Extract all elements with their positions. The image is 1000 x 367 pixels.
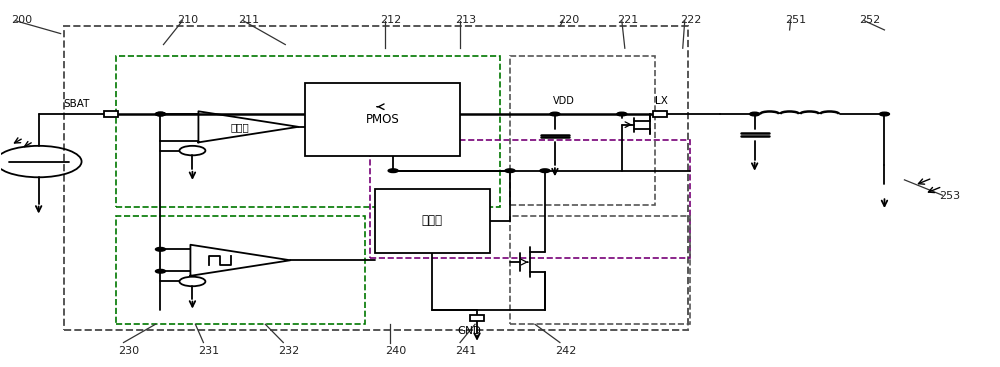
Circle shape bbox=[750, 112, 760, 116]
Text: 211: 211 bbox=[238, 15, 259, 25]
Bar bbox=[510, 217, 690, 324]
Bar bbox=[305, 83, 460, 156]
Text: 252: 252 bbox=[860, 15, 881, 25]
Text: 242: 242 bbox=[555, 346, 576, 356]
Text: 213: 213 bbox=[455, 15, 476, 25]
Text: 222: 222 bbox=[680, 15, 701, 25]
Text: 241: 241 bbox=[455, 346, 476, 356]
Circle shape bbox=[550, 112, 560, 116]
Circle shape bbox=[155, 247, 165, 251]
Bar bbox=[104, 112, 118, 117]
Circle shape bbox=[155, 269, 165, 273]
Bar bbox=[470, 316, 484, 321]
Text: 212: 212 bbox=[380, 15, 401, 25]
Bar bbox=[116, 217, 365, 324]
Bar bbox=[375, 189, 490, 253]
Text: 221: 221 bbox=[617, 15, 638, 25]
Circle shape bbox=[155, 112, 165, 116]
Circle shape bbox=[540, 169, 550, 172]
Text: 210: 210 bbox=[177, 15, 199, 25]
Text: 230: 230 bbox=[119, 346, 140, 356]
Text: VDD: VDD bbox=[553, 96, 575, 106]
Circle shape bbox=[155, 112, 165, 116]
Text: 比较器: 比较器 bbox=[231, 122, 250, 132]
Bar bbox=[510, 55, 655, 206]
Bar bbox=[64, 26, 688, 330]
Circle shape bbox=[388, 169, 398, 172]
Circle shape bbox=[505, 169, 515, 172]
Text: 振荡器: 振荡器 bbox=[422, 214, 443, 227]
Bar bbox=[653, 112, 667, 117]
Circle shape bbox=[879, 112, 889, 116]
Text: PMOS: PMOS bbox=[366, 113, 400, 126]
Text: 231: 231 bbox=[198, 346, 220, 356]
Text: GND: GND bbox=[457, 326, 481, 336]
Text: 253: 253 bbox=[939, 191, 961, 201]
Text: 200: 200 bbox=[11, 15, 32, 25]
Text: 232: 232 bbox=[278, 346, 300, 356]
Circle shape bbox=[617, 112, 627, 116]
Bar bbox=[116, 55, 500, 207]
Text: 240: 240 bbox=[385, 346, 406, 356]
Text: 251: 251 bbox=[786, 15, 807, 25]
Bar bbox=[370, 139, 690, 258]
Text: 220: 220 bbox=[558, 15, 579, 25]
Text: SBAT: SBAT bbox=[63, 99, 90, 109]
Text: LX: LX bbox=[655, 96, 668, 106]
